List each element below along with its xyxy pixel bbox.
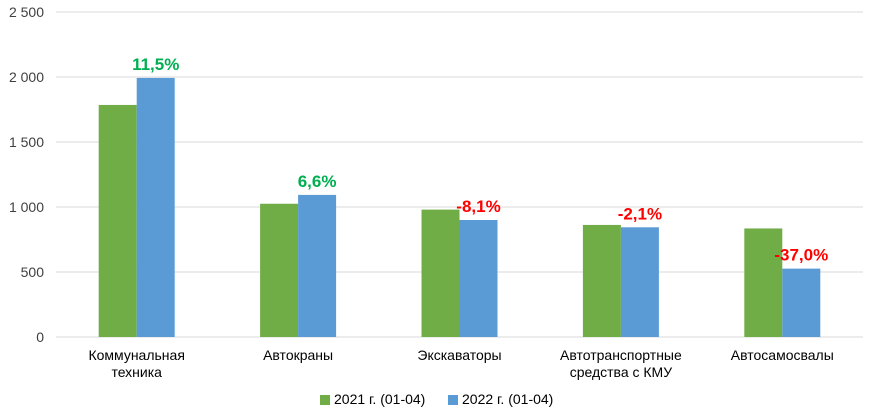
y-tick-label: 2 000 [9,69,44,85]
legend-swatch [448,395,458,405]
y-tick-label: 2 500 [9,4,44,20]
data-label-change: 11,5% [132,55,179,74]
legend-label: 2021 г. (01-04) [334,391,425,407]
bar-series1 [260,203,299,337]
y-tick-label: 1 000 [9,199,44,215]
x-tick-label: техника [111,364,162,380]
bar-series2 [459,220,498,337]
data-label-change: -37,0% [774,246,828,265]
bar-series1 [582,224,621,337]
x-tick-label: Автосамосвалы [731,347,834,363]
bar-series2 [136,77,175,337]
x-tick-label: Автотранспортные [560,347,682,363]
legend-swatch [320,395,330,405]
legend-label: 2022 г. (01-04) [462,391,553,407]
data-label-change: -2,1% [618,204,662,223]
y-tick-label: 0 [36,329,44,345]
bar-series1 [744,228,783,337]
bar-series2 [298,194,337,337]
data-label-change: 6,6% [298,172,337,191]
bar-series2 [620,227,659,337]
bar-series2 [782,268,821,337]
data-label-change: -8,1% [456,197,500,216]
x-tick-label: Автокраны [263,347,333,363]
x-tick-label: средства с КМУ [570,364,673,380]
y-tick-label: 500 [21,264,45,280]
bar-series1 [421,209,460,337]
x-tick-label: Коммунальная [88,347,184,363]
x-tick-label: Экскаваторы [417,347,501,363]
bar-series1 [98,104,137,337]
y-tick-label: 1 500 [9,134,44,150]
